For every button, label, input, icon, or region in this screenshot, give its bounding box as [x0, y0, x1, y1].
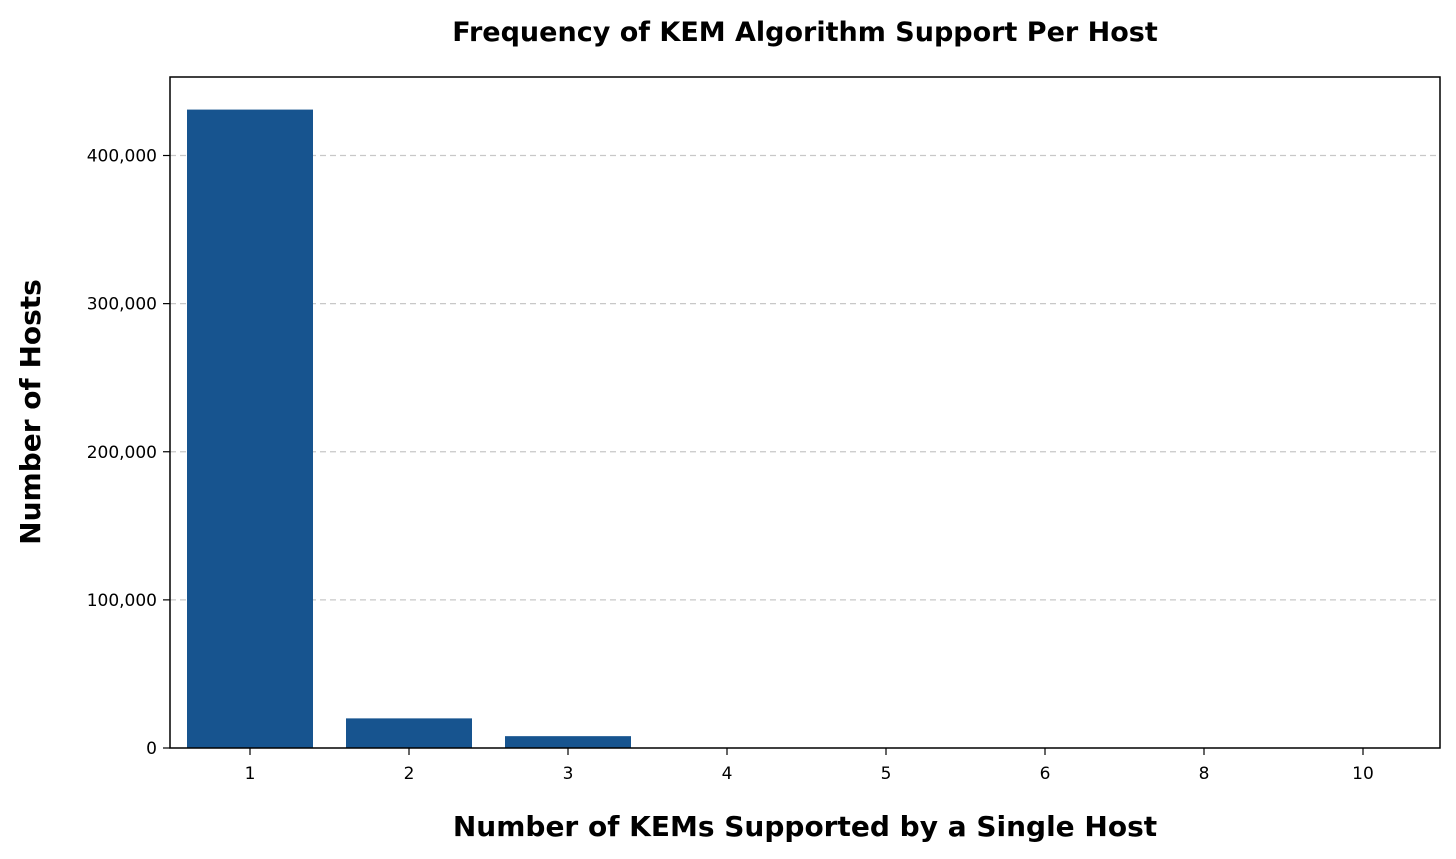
x-tick-label: 4	[722, 764, 733, 784]
x-tick-label: 6	[1040, 764, 1051, 784]
x-tick-label: 2	[404, 764, 415, 784]
chart-title: Frequency of KEM Algorithm Support Per H…	[452, 17, 1158, 48]
y-tick-label: 0	[146, 739, 157, 759]
x-tick-label: 8	[1199, 764, 1210, 784]
y-tick-label: 400,000	[87, 147, 157, 167]
x-axis: 1 2 3 4 5 6 8 10	[245, 748, 1374, 784]
y-tick-label: 300,000	[87, 295, 157, 315]
bar	[505, 736, 631, 748]
y-axis: 0 100,000 200,000 300,000 400,000	[87, 147, 170, 759]
plot-frame	[169, 76, 1441, 749]
x-tick-label: 10	[1352, 764, 1374, 784]
y-axis-label: Number of Hosts	[14, 279, 47, 545]
y-tick-label: 100,000	[87, 591, 157, 611]
x-tick-label: 5	[881, 764, 892, 784]
grid-lines	[170, 154, 1440, 601]
bar	[346, 718, 472, 748]
x-axis-label: Number of KEMs Supported by a Single Hos…	[453, 810, 1157, 843]
x-tick-label: 3	[563, 764, 574, 784]
bar	[187, 109, 313, 748]
bars	[187, 109, 1426, 748]
x-tick-label: 1	[245, 764, 256, 784]
y-tick-label: 200,000	[87, 443, 157, 463]
